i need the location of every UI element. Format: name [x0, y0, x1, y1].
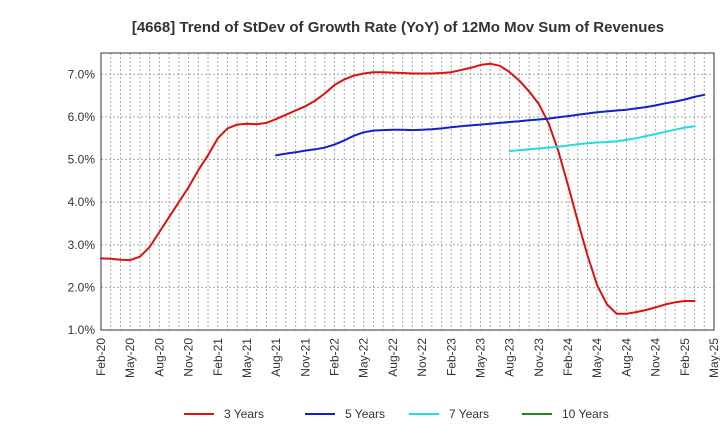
- x-tick-label: May-20: [123, 338, 137, 378]
- x-tick-label: May-24: [590, 338, 604, 378]
- y-axis-ticks: 1.0% 2.0% 3.0% 4.0% 5.0% 6.0% 7.0%: [68, 67, 96, 337]
- plot-area-frame: [100, 52, 715, 331]
- series-layer: [100, 62, 706, 315]
- x-tick-label: Aug-23: [503, 338, 517, 377]
- x-tick-label: Nov-24: [649, 338, 663, 377]
- legend: 3 Years 5 Years 7 Years 10 Years: [184, 407, 609, 421]
- x-tick-label: Nov-23: [532, 338, 546, 377]
- x-tick-label: May-22: [357, 338, 371, 378]
- grid-layer: [101, 53, 714, 331]
- x-tick-label: Nov-22: [415, 338, 429, 377]
- x-tick-label: Feb-23: [444, 338, 458, 376]
- y-tick-label: 1.0%: [68, 323, 96, 337]
- series-line-7-years: [508, 125, 696, 152]
- y-tick-label: 3.0%: [68, 238, 96, 252]
- y-tick-label: 5.0%: [68, 153, 96, 167]
- x-tick-label: Feb-24: [561, 338, 575, 376]
- x-tick-label: Aug-22: [386, 338, 400, 377]
- legend-label: 10 Years: [562, 407, 609, 421]
- x-tick-label: May-23: [473, 338, 487, 378]
- legend-label: 7 Years: [449, 407, 489, 421]
- x-tick-label: Aug-20: [152, 338, 166, 377]
- y-tick-label: 7.0%: [68, 67, 96, 81]
- chart-title: [4668] Trend of StDev of Growth Rate (Yo…: [132, 19, 664, 36]
- x-axis-ticks: Feb-20 May-20 Aug-20 Nov-20 Feb-21 May-21 Aug-…: [94, 338, 720, 378]
- series-line-3-years: [100, 62, 696, 315]
- x-tick-label: Feb-21: [211, 338, 225, 376]
- x-tick-label: Feb-20: [94, 338, 108, 376]
- x-tick-label: May-25: [707, 338, 720, 378]
- y-tick-label: 2.0%: [68, 280, 96, 294]
- x-tick-label: Feb-22: [328, 338, 342, 376]
- series-line-5-years: [275, 93, 706, 157]
- legend-label: 5 Years: [345, 407, 385, 421]
- y-tick-label: 4.0%: [68, 195, 96, 209]
- x-tick-label: Aug-24: [619, 338, 633, 377]
- x-tick-label: Nov-21: [298, 338, 312, 377]
- legend-label: 3 Years: [224, 407, 264, 421]
- x-tick-label: Aug-21: [269, 338, 283, 377]
- x-tick-label: Feb-25: [678, 338, 692, 376]
- y-tick-label: 6.0%: [68, 110, 96, 124]
- x-tick-label: Nov-20: [182, 338, 196, 377]
- x-tick-label: May-21: [240, 338, 254, 378]
